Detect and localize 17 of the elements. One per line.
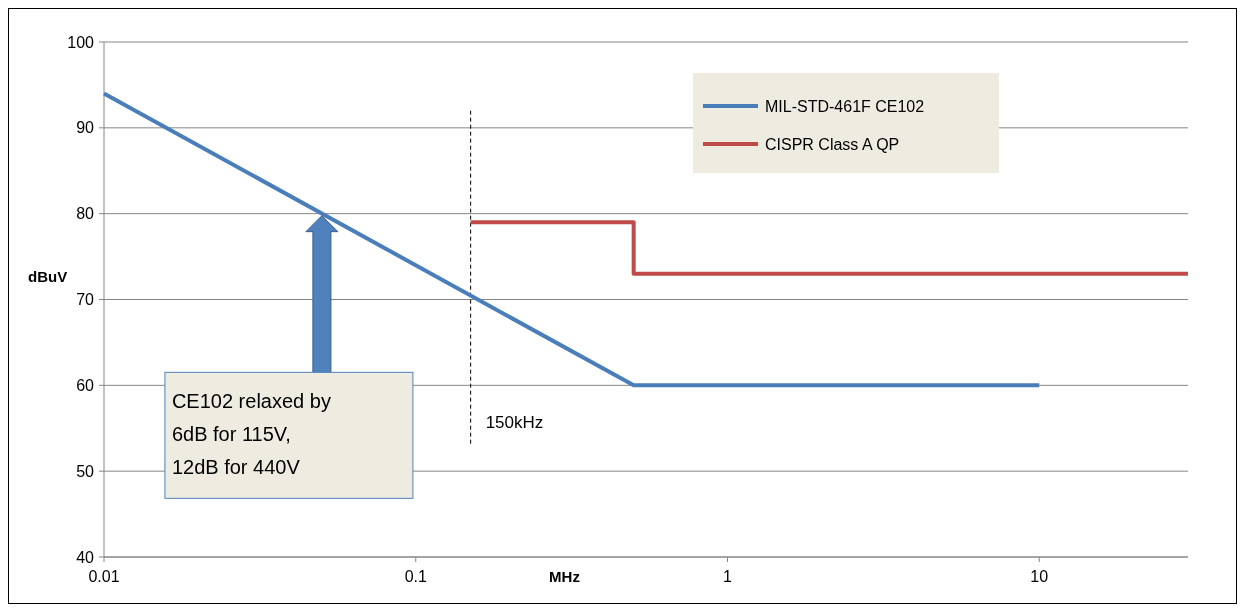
y-tick-label: 40 — [76, 548, 95, 566]
ref-line-label: 150kHz — [485, 413, 544, 433]
x-tick-label: 0.01 — [88, 568, 120, 585]
y-tick-label: 80 — [76, 205, 95, 223]
legend-label: MIL-STD-461F CE102 — [765, 97, 925, 115]
legend-label: CISPR Class A QP — [765, 135, 900, 153]
annotation: CE102 relaxed by 6dB for 115V, 12dB for 440V — [171, 390, 331, 479]
x-tick-label: 1 — [723, 568, 733, 585]
y-tick-label: 70 — [76, 291, 95, 309]
y-axis-title: dBuV — [28, 268, 68, 286]
x-axis-title: MHz — [549, 568, 580, 585]
y-tick-label: 60 — [76, 376, 95, 394]
y-tick-label: 100 — [67, 33, 95, 51]
x-tick-label: 10 — [1030, 568, 1049, 585]
x-tick-label: 0.1 — [404, 568, 427, 585]
y-tick-label: 90 — [76, 119, 95, 137]
y-tick-label: 50 — [76, 462, 95, 480]
